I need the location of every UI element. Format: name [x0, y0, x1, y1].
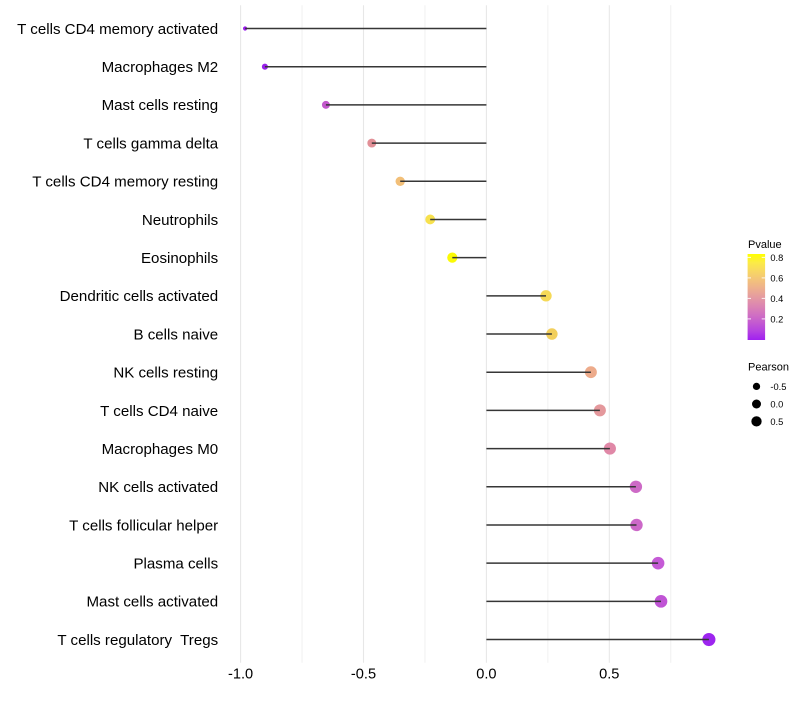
svg-text:T cells regulatory Tregs: T cells regulatory Tregs	[57, 632, 218, 649]
svg-text:T cells gamma delta: T cells gamma delta	[83, 135, 218, 152]
svg-text:0.5: 0.5	[770, 417, 783, 427]
svg-text:T cells CD4 memory resting: T cells CD4 memory resting	[32, 174, 218, 191]
svg-text:Mast cells resting: Mast cells resting	[102, 97, 219, 114]
svg-text:Macrophages M2: Macrophages M2	[102, 59, 219, 76]
svg-text:Dendritic cells activated: Dendritic cells activated	[60, 288, 219, 305]
svg-text:T cells CD4 naive: T cells CD4 naive	[100, 403, 218, 420]
svg-text:T cells follicular helper: T cells follicular helper	[69, 517, 218, 534]
svg-text:0.0: 0.0	[476, 667, 496, 683]
svg-text:-1.0: -1.0	[228, 667, 253, 683]
svg-text:0.2: 0.2	[770, 314, 783, 324]
svg-text:Mast cells activated: Mast cells activated	[86, 594, 218, 611]
svg-text:T cells CD4 memory activated: T cells CD4 memory activated	[17, 21, 218, 38]
svg-text:0.8: 0.8	[770, 253, 783, 263]
svg-text:0.6: 0.6	[770, 273, 783, 283]
svg-text:-0.5: -0.5	[770, 382, 786, 392]
svg-text:Pvalue: Pvalue	[748, 239, 782, 251]
svg-text:B cells naive: B cells naive	[133, 326, 218, 343]
svg-text:Neutrophils: Neutrophils	[142, 212, 218, 229]
svg-text:0.4: 0.4	[770, 294, 783, 304]
svg-text:-0.5: -0.5	[351, 667, 376, 683]
svg-text:Pearson: Pearson	[748, 361, 789, 373]
svg-text:0.0: 0.0	[770, 399, 783, 409]
svg-text:Plasma cells: Plasma cells	[133, 556, 218, 573]
svg-text:0.5: 0.5	[599, 667, 619, 683]
svg-text:Eosinophils: Eosinophils	[141, 250, 218, 267]
svg-text:NK cells resting: NK cells resting	[113, 365, 218, 382]
svg-text:NK cells activated: NK cells activated	[98, 479, 218, 496]
svg-text:Macrophages M0: Macrophages M0	[102, 441, 219, 458]
